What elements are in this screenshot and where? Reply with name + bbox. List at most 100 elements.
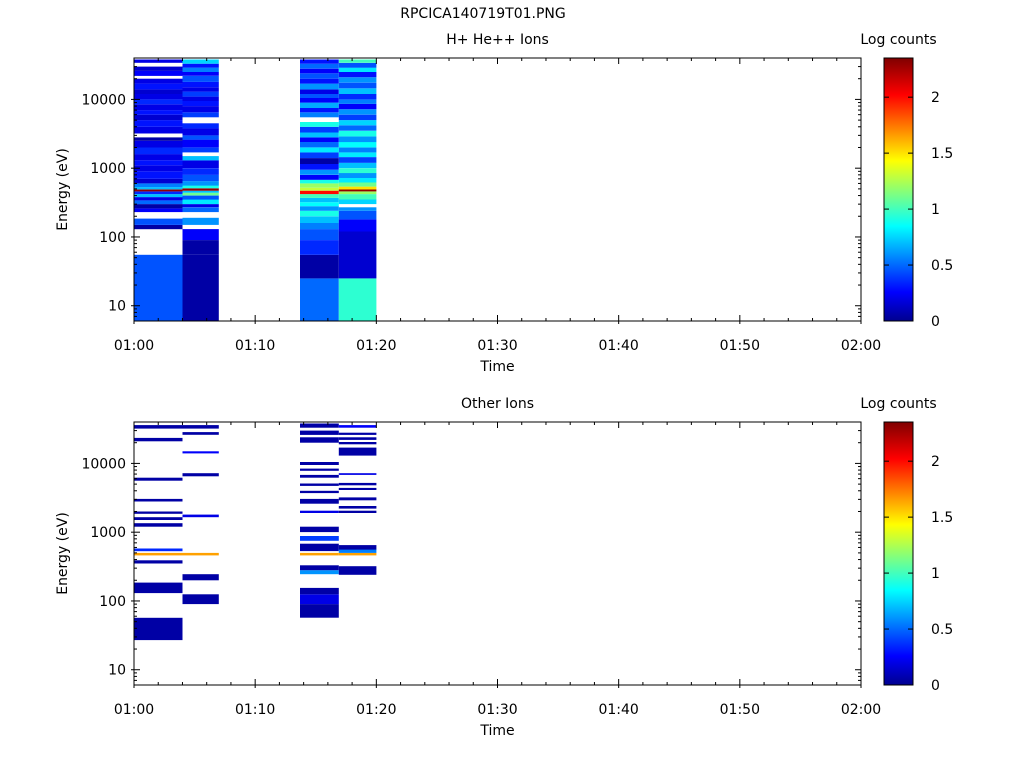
heatmap-cell (338, 549, 377, 553)
heatmap-cell (338, 566, 377, 575)
heatmap-cell (300, 587, 339, 595)
heatmap-cell (338, 432, 377, 435)
y-tick-label: 10000 (81, 92, 126, 108)
heatmap-cell (182, 207, 219, 213)
heatmap-cell (134, 582, 183, 594)
heatmap-cell (134, 165, 183, 172)
heatmap-cell (182, 473, 219, 477)
heatmap-cell (300, 526, 339, 533)
heatmap-cell (338, 182, 377, 187)
heatmap-cell (338, 114, 377, 121)
heatmap-cell (182, 91, 219, 97)
heatmap-cell (300, 132, 339, 138)
heatmap-cell (134, 517, 183, 520)
heatmap-cell (300, 194, 339, 198)
heatmap-cell (300, 604, 339, 618)
heatmap-cell (300, 174, 339, 180)
y-tick-label: 100 (99, 230, 126, 246)
heatmap-cell (134, 187, 183, 190)
heatmap-cell (300, 164, 339, 170)
heatmap-cell (134, 200, 183, 205)
heatmap-cell (182, 156, 219, 161)
heatmap-cell (338, 168, 377, 174)
heatmap-cell (182, 190, 219, 193)
heatmap-cell (182, 87, 219, 92)
heatmap-cell (338, 191, 377, 195)
heatmap-cell (300, 152, 339, 159)
heatmap-cell (134, 191, 183, 195)
heatmap-cell (300, 197, 339, 203)
heatmap-cell (182, 217, 219, 225)
heatmap-cell (300, 126, 339, 133)
colorbar-tick-label: 1.5 (931, 510, 953, 526)
heatmap-cell (134, 208, 183, 213)
heatmap-cell (134, 114, 183, 121)
heatmap-cell (182, 174, 219, 182)
heatmap-cell (300, 206, 339, 211)
heatmap-cell (300, 63, 339, 69)
heatmap-cell (134, 617, 183, 641)
heatmap-cell (338, 207, 377, 211)
y-axis-label: Energy (eV) (55, 148, 71, 231)
heatmap-cell (338, 162, 377, 169)
heatmap-cell (300, 222, 339, 230)
heatmap-cell (300, 474, 339, 478)
heatmap-cell (182, 135, 219, 140)
heatmap-cell (182, 160, 219, 169)
colorbar-tick-label: 0 (931, 314, 940, 330)
y-tick-label: 1000 (90, 161, 126, 177)
x-tick-label: 02:00 (841, 702, 881, 718)
heatmap-cell (182, 204, 219, 208)
colorbar-tick-label: 2 (931, 90, 940, 106)
x-tick-label: 01:00 (114, 338, 154, 354)
heatmap-cell (134, 137, 183, 141)
heatmap-cell (182, 96, 219, 101)
heatmap-cell (338, 178, 377, 183)
heatmap-cell (338, 425, 377, 428)
colorbar-frame (883, 57, 914, 322)
heatmap-cell (338, 189, 377, 192)
heatmap-cell (300, 483, 339, 486)
heatmap-cell (134, 126, 183, 134)
colorbar-label: Log counts (860, 396, 936, 412)
heatmap-cell (338, 99, 377, 104)
heatmap-cell (134, 194, 183, 198)
plot-frame (133, 421, 862, 686)
heatmap-cell (338, 487, 377, 490)
heatmap-cell (134, 70, 183, 76)
heatmap-cell (182, 139, 219, 148)
heatmap-cell (300, 278, 339, 321)
heatmap-cell (300, 210, 339, 217)
heatmap-cell (338, 72, 377, 78)
heatmap-cell (300, 240, 339, 255)
heatmap-cell (134, 78, 183, 84)
heatmap-cell (134, 140, 183, 148)
heatmap-cell (134, 104, 183, 111)
heatmap-cell (300, 78, 339, 84)
x-tick-label: 01:50 (720, 702, 760, 718)
colorbar-label: Log counts (860, 32, 936, 48)
heatmap-cell (338, 77, 377, 83)
colorbar (884, 422, 913, 685)
heatmap-cell (134, 160, 183, 166)
heatmap-cell (134, 254, 183, 321)
heatmap-cell (182, 425, 219, 429)
heatmap-cell (338, 199, 377, 205)
heatmap-cell (134, 197, 183, 201)
panel-h-he-ions: 01:00 01:10 01:20 01:30 01:40 01:50 02:0010100… (55, 32, 953, 375)
heatmap-cell (182, 128, 219, 136)
heatmap-cell (338, 552, 377, 556)
y-tick-label: 10 (108, 299, 126, 315)
heatmap-cell (182, 72, 219, 76)
heatmap-cell (300, 543, 339, 552)
y-tick-label: 10000 (81, 456, 126, 472)
x-tick-label: 01:10 (235, 338, 275, 354)
heatmap-cell (338, 442, 377, 445)
heatmap-cell (300, 187, 339, 191)
heatmap-cell (338, 194, 377, 200)
colorbar-tick-label: 1 (931, 202, 940, 218)
heatmap-cell (300, 179, 339, 184)
heatmap-cell (300, 108, 339, 113)
heatmap-cell (182, 123, 219, 129)
heatmap-cell (182, 67, 219, 72)
